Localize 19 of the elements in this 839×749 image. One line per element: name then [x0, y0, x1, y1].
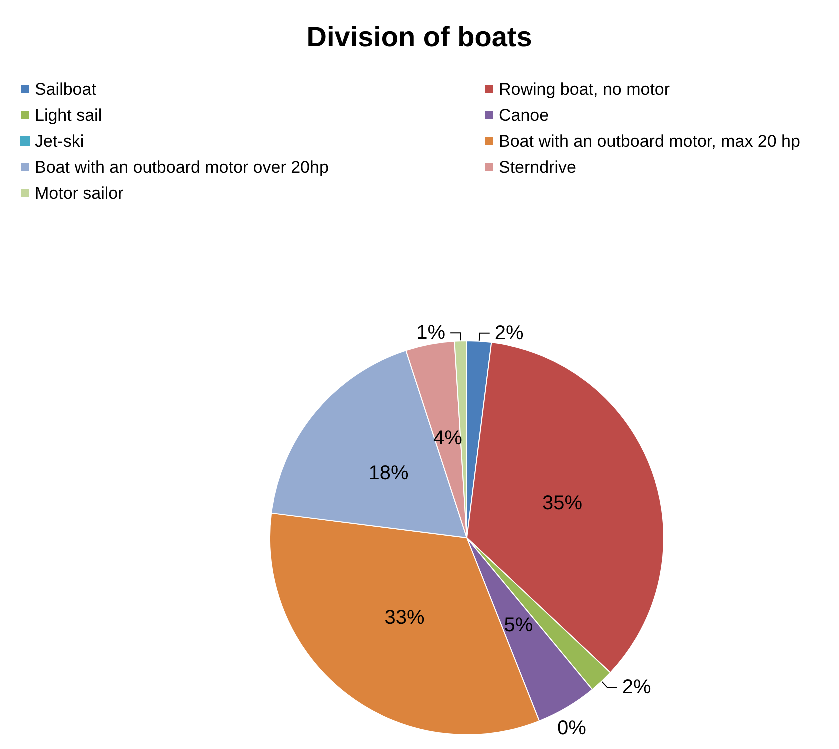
legend-label: Rowing boat, no motor — [499, 80, 670, 99]
text: 0% — [557, 718, 586, 740]
data-label: 33% — [384, 607, 426, 630]
legend-label: Sterndrive — [499, 158, 576, 177]
chart-title: Division of boats — [306, 22, 532, 52]
data-label: 2% — [622, 676, 652, 698]
data-label: 1% — [416, 322, 446, 344]
legend-label: Jet-ski — [35, 132, 84, 151]
legend-label: Canoe — [499, 106, 550, 125]
legend-label: Sailboat — [35, 80, 97, 99]
data-label: 18% — [368, 462, 410, 484]
data-label: 5% — [504, 614, 534, 636]
legend-label: Light sail — [35, 106, 102, 125]
legend-label: Boat with an outboard motor over 20hp — [35, 158, 329, 177]
legend-label: Boat with an outboard motor, max 20 hp — [499, 132, 800, 151]
data-label: 2% — [494, 322, 524, 344]
legend-label: Motor sailor — [35, 184, 124, 203]
data-label: 4% — [434, 427, 463, 450]
data-label: 35% — [542, 492, 583, 515]
